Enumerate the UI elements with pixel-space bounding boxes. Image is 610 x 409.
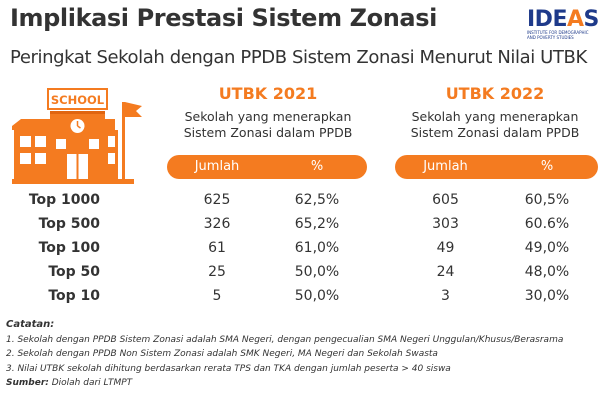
row-label: Top 500 xyxy=(38,216,100,232)
count-2022: 24 xyxy=(436,264,455,280)
col-percent-2021: % xyxy=(310,159,324,174)
school-building-icon: SCHOOL xyxy=(12,88,142,184)
group-2022-desc-2: Sistem Zonasi dalam PPDB xyxy=(410,125,580,140)
percent-2022: 48,0% xyxy=(524,264,570,280)
group-2022-heading: UTBK 2022 xyxy=(445,84,545,103)
page-subtitle: Peringkat Sekolah dengan PPDB Sistem Zon… xyxy=(10,47,587,68)
count-2022: 303 xyxy=(432,216,459,232)
count-2021: 61 xyxy=(208,240,226,256)
percent-2021: 50,0% xyxy=(294,264,340,280)
logo-subtext: INSTITUTE FOR DEMOGRAPHIC AND POVERTY ST… xyxy=(527,30,589,40)
row-label: Top 50 xyxy=(48,264,100,280)
group-2021-desc-2: Sistem Zonasi dalam PPDB xyxy=(183,125,353,140)
school-sign-text: SCHOOL xyxy=(51,93,105,107)
group-2022-desc-1: Sekolah yang menerapkan xyxy=(411,109,579,124)
note-item: 1. Sekolah dengan PPDB Sistem Zonasi ada… xyxy=(6,334,564,345)
source-line: Sumber: Diolah dari LTMPT xyxy=(6,376,563,391)
note-item: 2. Sekolah dengan PPDB Non Sistem Zonasi… xyxy=(6,349,438,359)
ideas-logo: IDEAS INSTITUTE FOR DEMOGRAPHIC AND POVE… xyxy=(527,9,603,43)
notes-title: Catatan: xyxy=(6,319,55,330)
percent-2021: 61,0% xyxy=(294,240,340,256)
notes-section: Catatan: 1. Sekolah dengan PPDB Sistem Z… xyxy=(6,318,563,391)
count-2022: 605 xyxy=(432,192,459,208)
count-2022: 49 xyxy=(436,240,455,256)
logo-wordmark: IDEAS xyxy=(527,7,599,32)
row-label: Top 1000 xyxy=(28,192,100,208)
note-item: 3. Nilai UTBK sekolah dihitung berdasark… xyxy=(6,363,451,374)
row-label: Top 10 xyxy=(48,288,100,304)
percent-2022: 30,0% xyxy=(524,288,570,304)
percent-2021: 65,2% xyxy=(294,216,340,232)
count-2021: 326 xyxy=(203,216,231,232)
percent-2021: 50,0% xyxy=(294,288,340,304)
col-jumlah-2022: Jumlah xyxy=(423,159,468,174)
count-2021: 625 xyxy=(203,192,231,208)
page-title: Implikasi Prestasi Sistem Zonasi xyxy=(10,4,437,32)
count-2022: 3 xyxy=(441,288,450,304)
percent-2022: 49,0% xyxy=(524,240,570,256)
percent-2022: 60,5% xyxy=(524,192,570,208)
source-text: Diolah dari LTMPT xyxy=(51,378,133,388)
count-2021: 5 xyxy=(212,288,222,304)
percent-2022: 60.6% xyxy=(524,216,570,232)
row-label: Top 100 xyxy=(38,240,100,256)
col-jumlah-2021: Jumlah xyxy=(194,159,240,174)
col-percent-2022: % xyxy=(540,159,554,174)
header-pill-2022 xyxy=(395,155,598,179)
source-label: Sumber: xyxy=(6,378,49,388)
percent-2021: 62,5% xyxy=(294,192,340,208)
count-2021: 25 xyxy=(208,264,226,280)
group-2021-heading: UTBK 2021 xyxy=(218,84,318,103)
header-pill-2021 xyxy=(167,155,367,179)
group-2021-desc-1: Sekolah yang menerapkan xyxy=(184,109,352,124)
